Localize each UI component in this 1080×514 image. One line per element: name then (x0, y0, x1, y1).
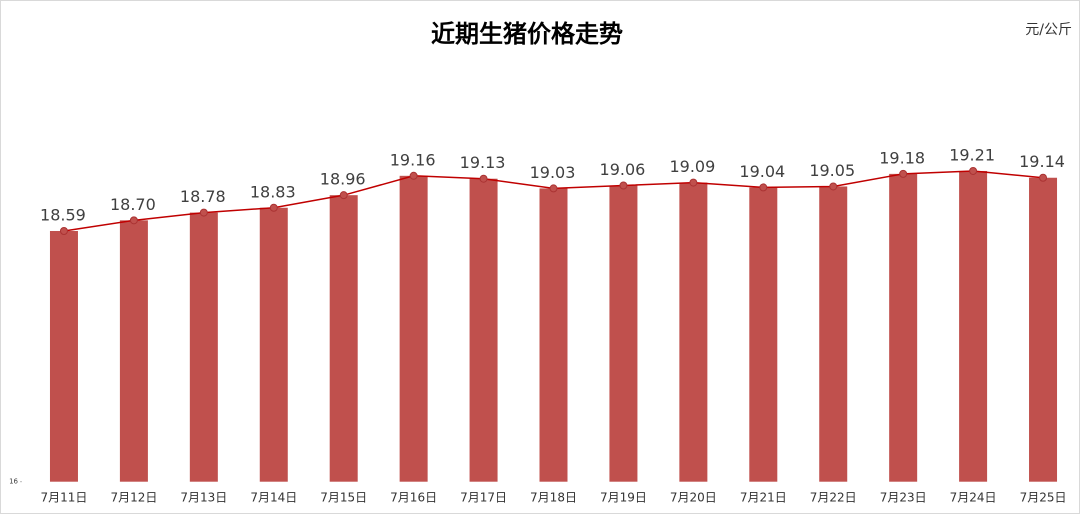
data-label: 19.04 (739, 162, 785, 181)
line-marker (759, 183, 768, 192)
line-marker (969, 166, 978, 175)
data-label: 19.14 (1019, 152, 1065, 171)
x-tick-label: 7月18日 (530, 491, 577, 505)
line-marker (619, 181, 628, 190)
bar (469, 178, 498, 482)
line-marker (269, 203, 278, 212)
bar (1029, 177, 1058, 482)
chart-title: 近期生猪价格走势 (431, 20, 623, 48)
bar (679, 182, 708, 482)
bar (959, 170, 988, 482)
x-tick-label: 7月11日 (41, 491, 88, 505)
x-tick-label: 7月13日 (180, 491, 227, 505)
bar (889, 173, 918, 482)
data-label: 18.96 (320, 170, 366, 189)
bar (49, 230, 78, 482)
x-tick-label: 7月20日 (670, 491, 717, 505)
line-marker (1039, 173, 1048, 182)
data-label: 19.09 (669, 157, 715, 176)
x-tick-label: 7月15日 (320, 491, 367, 505)
line-marker (689, 178, 698, 187)
data-label: 19.06 (600, 160, 646, 179)
data-label: 19.13 (460, 153, 506, 172)
bar (119, 220, 148, 482)
data-label: 19.21 (949, 145, 995, 164)
line-marker (899, 169, 908, 178)
line-marker (549, 184, 558, 193)
x-tick-label: 7月22日 (810, 491, 857, 505)
bar (609, 185, 638, 482)
y-tick-label: 16 (9, 478, 18, 486)
bar (819, 186, 848, 482)
line-marker (59, 226, 68, 235)
data-label: 19.03 (530, 163, 576, 182)
line-marker (339, 191, 348, 200)
bar (189, 212, 218, 482)
x-tick-label: 7月16日 (390, 491, 437, 505)
data-label: 19.16 (390, 150, 436, 169)
bar (329, 195, 358, 482)
line-marker (409, 171, 418, 180)
x-tick-label: 7月25日 (1020, 491, 1067, 505)
data-label: 18.59 (40, 205, 86, 224)
line-marker (829, 182, 838, 191)
bar (539, 188, 568, 482)
bar (399, 175, 428, 482)
line-marker (129, 216, 138, 225)
bar (749, 187, 778, 482)
x-tick-label: 7月21日 (740, 491, 787, 505)
x-tick-label: 7月19日 (600, 491, 647, 505)
data-label: 18.70 (110, 195, 156, 214)
x-tick-label: 7月24日 (950, 491, 997, 505)
data-label: 19.18 (879, 148, 925, 167)
bar (259, 207, 288, 482)
line-marker (479, 174, 488, 183)
data-label: 18.83 (250, 182, 296, 201)
x-tick-label: 7月17日 (460, 491, 507, 505)
line-marker (199, 208, 208, 217)
x-tick-label: 7月12日 (110, 491, 157, 505)
x-tick-label: 7月23日 (880, 491, 927, 505)
data-label: 19.05 (809, 161, 855, 180)
data-label: 18.78 (180, 187, 226, 206)
x-tick-label: 7月14日 (250, 491, 297, 505)
unit-label: 元/公斤 (1025, 22, 1072, 38)
